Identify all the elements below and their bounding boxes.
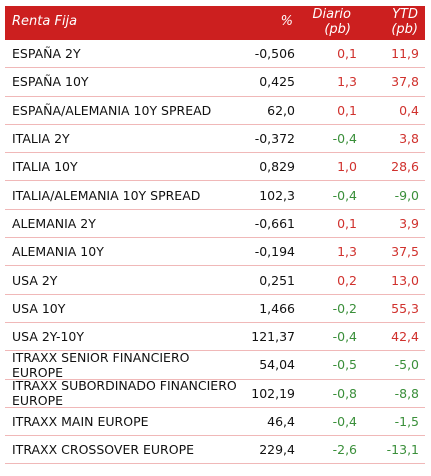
row-diario: -0,4 [332,329,357,345]
table-row: ITRAXX SUBORDINADO FINANCIERO EUROPE 102,… [5,378,425,409]
row-ytd: -1,5 [394,414,419,429]
row-diario: -0,4 [332,187,357,203]
row-diario: -0,4 [332,131,357,147]
row-ytd: 3,8 [399,131,419,147]
row-ytd: 0,4 [399,102,419,118]
row-ytd: -9,0 [394,187,419,203]
row-ytd: -13,1 [386,442,419,458]
row-ytd: 37,5 [391,244,419,260]
row-diario: 1,3 [337,244,357,260]
row-diario: 0,2 [337,272,357,288]
table-row: USA 10Y 1,466 -0,2 55,3 [5,295,425,323]
header-diario-unit: (pb) [324,22,351,37]
row-ytd: 11,9 [391,46,419,62]
renta-fija-table: Renta Fija % Diario (pb) YTD (pb) ESPAÑA… [5,6,425,465]
table-row: ESPAÑA 10Y 0,425 1,3 37,8 [5,68,425,97]
table-row: USA 2Y 0,251 0,2 13,0 [5,266,425,295]
header-ytd-unit: (pb) [391,22,418,37]
row-ytd: 3,9 [399,215,419,231]
row-value: 229,4 [259,442,295,458]
row-diario: -2,6 [332,442,357,458]
row-value: 54,04 [259,357,295,373]
table-header: Renta Fija % Diario (pb) YTD (pb) [5,6,425,40]
row-diario: 0,1 [337,102,357,118]
row-ytd: 37,8 [391,74,419,90]
row-name: ESPAÑA/ALEMANIA 10Y SPREAD [12,102,212,118]
row-diario: -0,4 [332,414,357,429]
header-ytd: YTD (pb) [356,7,418,37]
row-name: ESPAÑA 10Y [12,74,89,90]
row-value: -0,372 [254,131,295,147]
table-row: ITALIA 10Y 0,829 1,0 28,6 [5,153,425,182]
row-name: ITRAXX SUBORDINADO FINANCIERO EUROPE [12,378,237,409]
row-value: -0,661 [254,215,295,231]
row-value: 0,829 [259,159,295,175]
row-ytd: 13,0 [391,272,419,288]
row-name: ITRAXX SENIOR FINANCIERO EUROPE [12,349,190,380]
row-name: ITALIA 2Y [12,131,70,147]
header-title: Renta Fija [12,14,78,29]
row-value: 0,425 [259,74,295,90]
table-row: ITRAXX CROSSOVER EUROPE 229,4 -2,6 -13,1 [5,436,425,465]
row-name: USA 2Y [12,272,58,288]
table-row: ITALIA 2Y -0,372 -0,4 3,8 [5,125,425,154]
header-ytd-label: YTD [392,7,418,22]
row-value: 1,466 [259,300,295,316]
row-ytd: 55,3 [391,300,419,316]
header-diario: Diario (pb) [301,7,352,37]
row-diario: 1,3 [337,74,357,90]
table-row: ESPAÑA/ALEMANIA 10Y SPREAD 62,0 0,1 0,4 [5,97,425,125]
row-ytd: 28,6 [391,159,419,175]
table-row: ALEMANIA 2Y -0,661 0,1 3,9 [5,210,425,239]
row-diario: -0,2 [332,300,357,316]
row-name: USA 2Y-10Y [12,329,84,345]
row-name: ALEMANIA 10Y [12,244,104,260]
table-body: ESPAÑA 2Y -0,506 0,1 11,9 ESPAÑA 10Y 0,425 1,3… [5,40,425,465]
row-name: ITRAXX CROSSOVER EUROPE [12,442,195,458]
table-row: USA 2Y-10Y 121,37 -0,4 42,4 [5,323,425,352]
table-row: ITALIA/ALEMANIA 10Y SPREAD 102,3 -0,4 -9,0 [5,181,425,210]
row-ytd: -8,8 [394,385,419,401]
row-ytd: 42,4 [391,329,419,345]
row-name: ESPAÑA 2Y [12,46,81,62]
row-value: 102,19 [251,385,295,401]
row-diario: -0,8 [332,385,357,401]
row-name: USA 10Y [12,300,66,316]
header-diario-label: Diario [312,7,352,22]
row-diario: 0,1 [337,46,357,62]
table-row: ITRAXX MAIN EUROPE 46,4 -0,4 -1,5 [5,408,425,437]
table-row: ITRAXX SENIOR FINANCIERO EUROPE 54,04 -0,5… [5,349,425,380]
row-ytd: -5,0 [394,357,419,373]
row-diario: 0,1 [337,215,357,231]
row-value: -0,506 [254,46,295,62]
row-diario: 1,0 [337,159,357,175]
header-percent: % [280,14,293,29]
row-name: ALEMANIA 2Y [12,215,96,231]
row-value: 121,37 [251,329,295,345]
row-value: 102,3 [259,187,295,203]
row-value: -0,194 [254,244,295,260]
row-name: ITALIA/ALEMANIA 10Y SPREAD [12,187,201,203]
table-row: ALEMANIA 10Y -0,194 1,3 37,5 [5,238,425,267]
row-diario: -0,5 [332,357,357,373]
row-value: 62,0 [267,102,295,118]
row-value: 0,251 [259,272,295,288]
table-row: ESPAÑA 2Y -0,506 0,1 11,9 [5,40,425,69]
row-name: ITRAXX MAIN EUROPE [12,414,149,429]
row-name: ITALIA 10Y [12,159,78,175]
row-value: 46,4 [267,414,295,429]
